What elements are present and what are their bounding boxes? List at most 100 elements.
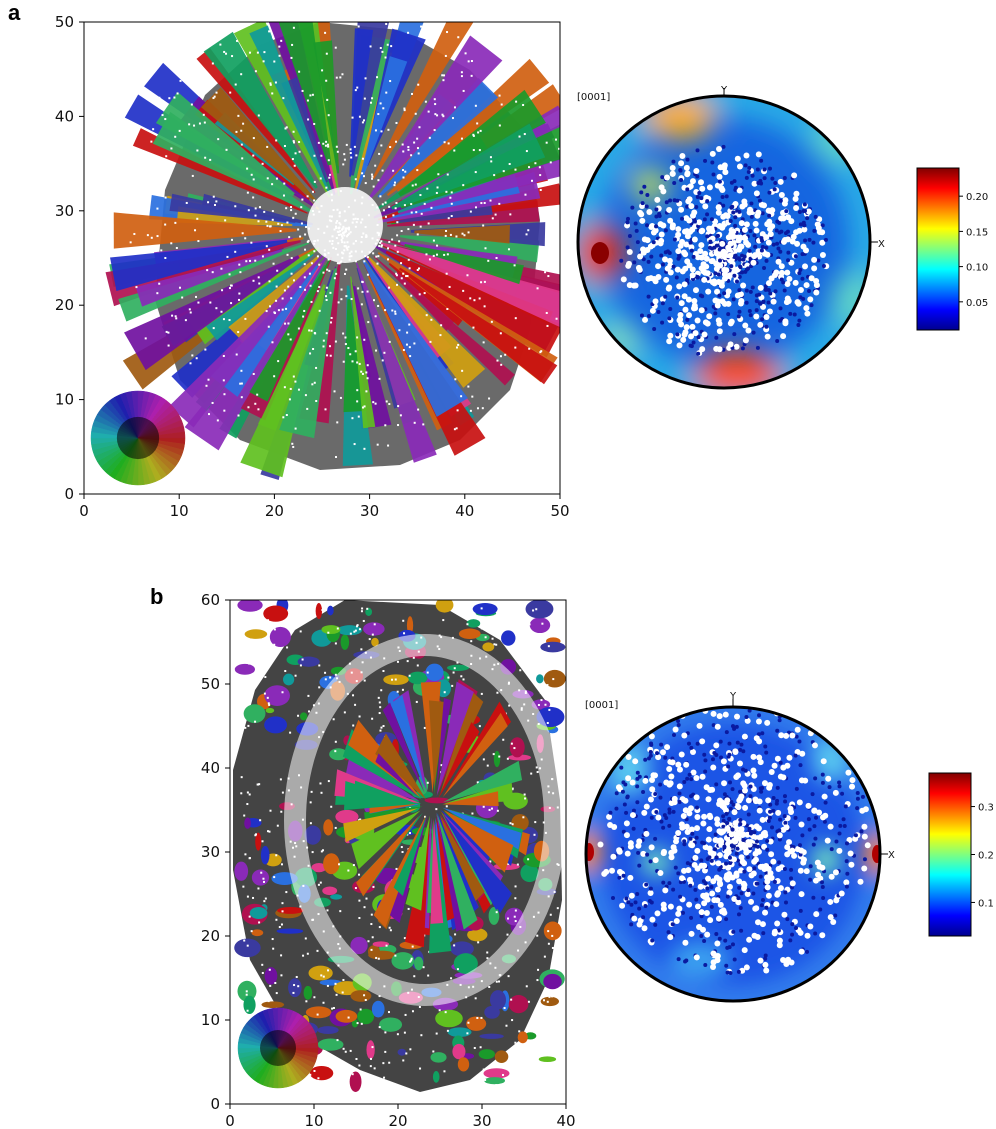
pole-point [695,148,700,153]
boundary-speck [293,141,296,144]
pole-point [684,170,691,177]
pole-point [789,847,796,854]
pole-point [775,809,782,816]
pole-point [676,957,681,962]
pole-point [727,752,732,757]
pole-point [743,152,750,159]
boundary-speck [563,288,565,290]
pole-point [679,152,686,159]
boundary-speck [503,1007,506,1010]
boundary-speck [252,154,255,157]
pole-point [712,297,719,304]
pole-point [808,864,813,869]
boundary-speck [343,158,346,161]
boundary-speck [514,346,517,349]
pole-point [717,293,722,298]
boundary-speck [436,244,439,247]
boundary-speck [305,1000,308,1003]
boundary-speck [228,273,231,276]
y-tick-label: 0 [210,1095,220,1113]
pole-point [732,179,737,184]
boundary-speck [394,678,397,681]
boundary-speck [319,881,322,884]
boundary-speck [381,359,384,362]
boundary-speck [363,405,366,408]
pole-point [681,910,686,915]
boundary-speck [313,199,316,202]
pole-point [666,930,671,935]
pole-point [790,233,797,240]
boundary-speck [257,276,260,279]
boundary-speck [450,215,453,218]
boundary-speck [263,658,266,661]
pole-point [782,318,789,325]
pole-point [719,240,726,247]
pole-point [714,782,719,787]
pole-point [671,847,678,854]
radial-grain [443,810,514,873]
pole-point [694,903,701,910]
pole-point [733,833,740,840]
boundary-speck [261,963,264,966]
pole-point [688,836,693,841]
boundary-speck [135,286,138,289]
pole-point [616,868,623,875]
boundary-speck [466,623,469,626]
pole-point [635,800,640,805]
pole-point [774,801,779,806]
boundary-speck [358,362,361,365]
pole-point [789,876,794,881]
radial-grain [405,815,430,911]
pole-point [807,923,814,930]
pole-point [619,902,626,909]
boundary-speck [221,289,224,292]
boundary-speck [248,616,251,619]
pole-point [634,228,639,233]
grain [357,1008,375,1025]
boundary-speck [474,206,477,209]
grain [489,990,507,1010]
pole-point [710,160,715,165]
pole-point [728,831,735,838]
boundary-speck [279,778,282,781]
boundary-speck [324,671,327,674]
boundary-speck [246,791,249,794]
pole-point [660,320,665,325]
boundary-speck [410,294,413,297]
boundary-speck [313,16,315,18]
pole-point [783,732,790,739]
boundary-speck [261,162,264,165]
boundary-speck [298,613,301,616]
grain [323,853,340,875]
boundary-speck [208,413,211,416]
boundary-speck [291,43,294,46]
pole-point [709,228,716,235]
boundary-speck [449,196,452,199]
boundary-speck [402,619,405,622]
boundary-speck [334,642,337,645]
boundary-speck [156,159,159,162]
boundary-speck [479,1046,482,1049]
pole-point [678,875,685,882]
pole-point [633,900,638,905]
pole-point [713,874,720,881]
pole-point [640,850,647,857]
pole-point [803,238,808,243]
boundary-speck [450,202,453,205]
pole-point [714,820,721,827]
boundary-speck [480,1016,483,1019]
boundary-speck [267,702,270,705]
pole-point [710,764,717,771]
pole-point [668,307,673,312]
pole-point [659,819,664,824]
pole-point [695,174,700,179]
boundary-speck [371,177,374,180]
boundary-speck [340,298,343,301]
pole-point [689,842,696,849]
pole-point [662,813,667,818]
grain [501,630,516,646]
boundary-speck [403,107,406,110]
boundary-speck [414,183,417,186]
boundary-speck [564,187,566,189]
boundary-speck [478,725,481,728]
